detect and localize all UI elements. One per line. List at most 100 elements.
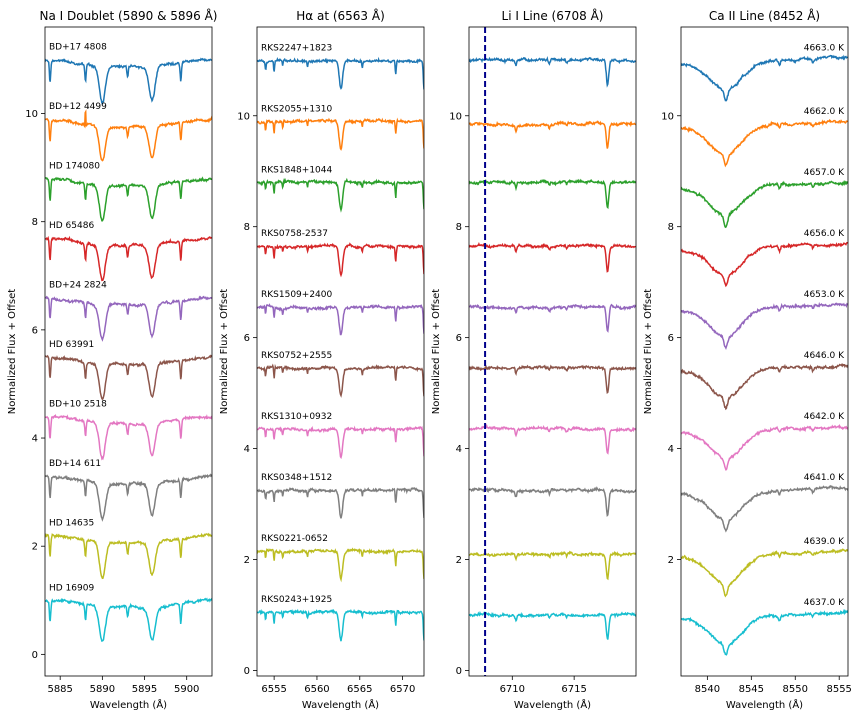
panel-1: BD+17 4808 BD+12 4499 HD 174080 HD 65486 BD+…	[7, 8, 218, 711]
spectrum-label: 4656.0 K	[804, 229, 845, 239]
spectrum-line-7	[257, 425, 424, 460]
y-tick-label: 2	[668, 555, 674, 566]
spectrum-line-9	[45, 532, 212, 580]
panel-title: Hα at (6563 Å)	[296, 8, 385, 23]
spectrum-line-2	[45, 109, 212, 162]
y-axis-label: Normalized Flux + Offset	[431, 289, 442, 415]
spectrum-label: RKS1848+1044	[261, 165, 332, 175]
x-tick-label: 6570	[390, 684, 415, 695]
spectrum-label: HD 63991	[49, 340, 94, 350]
spectrum-label: 4641.0 K	[804, 473, 845, 483]
panel-title: Li I Line (6708 Å)	[502, 8, 604, 23]
spectrum-label: 4662.0 K	[804, 107, 845, 117]
spectrum-line-10	[257, 608, 424, 642]
spectrum-label: HD 16909	[49, 583, 94, 593]
y-tick-label: 10	[237, 111, 250, 122]
spectrum-line-8	[681, 484, 848, 533]
spectrum-label: 4663.0 K	[804, 43, 845, 53]
y-tick-label: 8	[244, 222, 250, 233]
y-tick-label: 4	[244, 444, 250, 455]
panel-title: Na I Doublet (5890 & 5896 Å)	[40, 8, 218, 23]
y-tick-label: 2	[244, 555, 250, 566]
x-tick-label: 5900	[174, 684, 199, 695]
spectrum-line-3	[45, 176, 212, 222]
y-tick-label: 0	[244, 666, 250, 677]
spectrum-line-6	[257, 363, 424, 398]
y-tick-label: 8	[32, 217, 38, 228]
spectra-group	[469, 56, 636, 640]
spectrum-line-7	[681, 423, 848, 471]
x-tick-label: 6560	[304, 684, 329, 695]
spectrum-label: RKS0221-0652	[261, 534, 328, 544]
x-axis-label: Wavelength (Å)	[90, 698, 167, 711]
y-tick-label: 6	[244, 333, 250, 344]
spectrum-label: BD+17 4808	[49, 42, 107, 52]
spectrum-line-4	[469, 241, 636, 273]
spectrum-line-8	[45, 473, 212, 522]
spectrum-line-9	[469, 550, 636, 581]
x-tick-label: 6715	[561, 684, 586, 695]
x-tick-label: 6710	[500, 684, 525, 695]
spectrum-label: RKS2247+1823	[261, 43, 332, 53]
spectrum-label: RKS0348+1512	[261, 473, 332, 483]
x-tick-label: 5890	[90, 684, 115, 695]
spectrum-line-6	[45, 354, 212, 401]
y-tick-label: 4	[456, 444, 462, 455]
x-tick-label: 5895	[132, 684, 157, 695]
y-tick-label: 10	[449, 111, 462, 122]
spectrum-line-6	[681, 363, 848, 411]
spectrum-label: BD+14 611	[49, 459, 101, 469]
spectrum-line-2	[469, 120, 636, 149]
spectrum-line-3	[257, 177, 424, 213]
y-tick-label: 8	[668, 222, 674, 233]
y-tick-label: 4	[668, 444, 674, 455]
x-tick-label: 8540	[695, 684, 720, 695]
y-axis-label: Normalized Flux + Offset	[643, 289, 654, 415]
spectrum-line-4	[257, 242, 424, 278]
y-tick-label: 0	[32, 650, 38, 661]
x-tick-label: 8550	[783, 684, 808, 695]
spectra-group	[45, 57, 212, 643]
spectrum-label: BD+24 2824	[49, 280, 107, 290]
spectrum-line-5	[45, 295, 212, 342]
spectrum-line-8	[257, 486, 424, 519]
panel-4: 4663.0 K 4662.0 K 4657.0 K 4656.0 K 4653.0 K…	[643, 8, 852, 711]
spectra-group	[257, 56, 424, 642]
spectrum-label: HD 65486	[49, 221, 94, 231]
spectrum-label: RKS1509+2400	[261, 290, 332, 300]
y-tick-label: 8	[456, 222, 462, 233]
x-tick-label: 5885	[47, 684, 72, 695]
spectrum-line-10	[681, 608, 848, 656]
x-tick-label: 8555	[826, 684, 851, 695]
spectrum-label: BD+12 4499	[49, 102, 107, 112]
spectrum-line-4	[45, 235, 212, 282]
spectrum-label: RKS0752+2555	[261, 351, 332, 361]
spectrum-label: RKS2055+1310	[261, 104, 332, 114]
spectrum-label: RKS0758-2537	[261, 229, 328, 239]
spectrum-label: HD 14635	[49, 518, 94, 528]
spectrum-label: 4642.0 K	[804, 412, 845, 422]
x-axis-label: Wavelength (Å)	[514, 698, 591, 711]
plot-frame	[44, 26, 213, 677]
spectrum-line-1	[257, 56, 424, 90]
spectrum-label: HD 174080	[49, 161, 100, 171]
spectrum-label: 4639.0 K	[804, 537, 845, 547]
panel-3: 6710 6715 0 2 4 6 8 10 Li I Line (6708 Å) Wavelen…	[431, 8, 637, 711]
spectrum-line-5	[469, 303, 636, 333]
y-tick-label: 6	[32, 325, 38, 336]
spectrum-line-5	[257, 303, 424, 336]
spectrum-line-10	[45, 597, 212, 643]
spectrum-label: RKS1310+0932	[261, 412, 332, 422]
x-tick-label: 6565	[347, 684, 372, 695]
y-tick-label: 2	[456, 555, 462, 566]
y-tick-label: 6	[456, 333, 462, 344]
panel-title: Ca II Line (8452 Å)	[709, 8, 820, 23]
plot-frame	[680, 26, 849, 677]
spectrum-line-9	[257, 547, 424, 583]
spectrum-line-1	[681, 54, 848, 102]
spectrum-label: RKS0243+1925	[261, 595, 332, 605]
y-tick-label: 2	[32, 542, 38, 553]
y-tick-label: 6	[668, 333, 674, 344]
spectrum-line-10	[469, 610, 636, 640]
spectrum-line-4	[681, 241, 848, 288]
